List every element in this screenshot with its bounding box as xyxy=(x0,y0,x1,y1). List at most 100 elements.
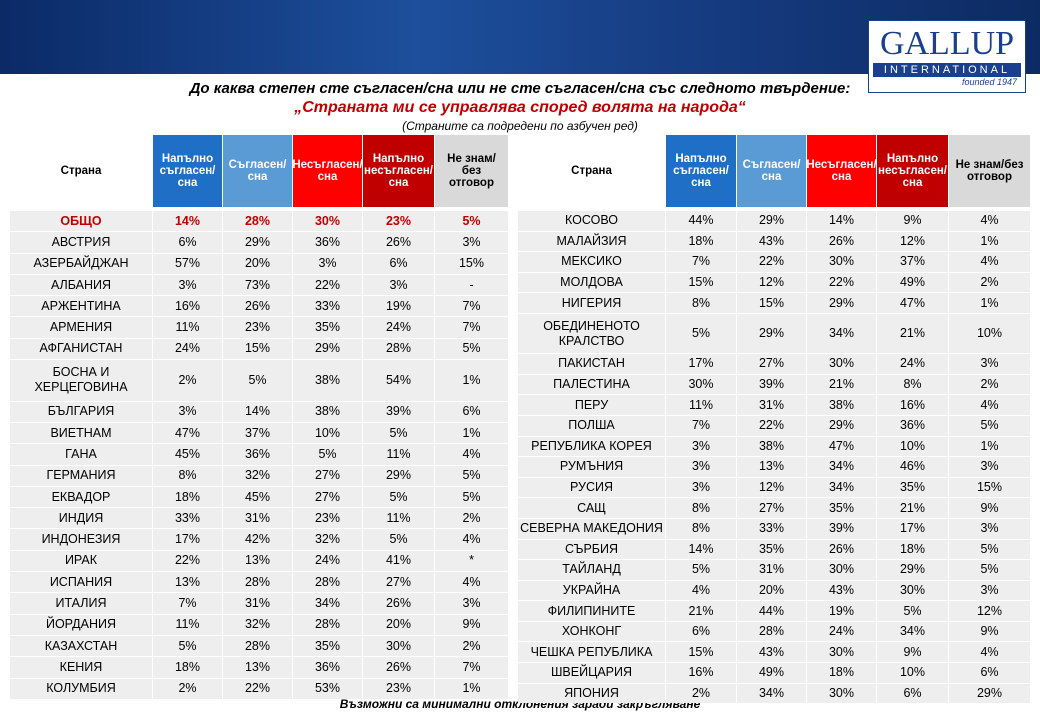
value-cell: 20% xyxy=(363,614,434,635)
value-cell: 35% xyxy=(293,317,362,338)
header-cell: Несъгласен/сна xyxy=(806,135,877,207)
value-cell: 19% xyxy=(363,296,434,317)
value-cell: 18% xyxy=(153,657,222,678)
value-cell: 32% xyxy=(223,465,292,486)
value-cell: 17% xyxy=(877,518,948,539)
value-cell: 5% xyxy=(153,635,222,657)
value-cell: 45% xyxy=(153,444,222,465)
value-cell: 5% xyxy=(293,444,362,465)
value-cell: 30% xyxy=(807,354,876,374)
table-row: АРЖЕНТИНА 16% 26% 33% 19% 7% xyxy=(10,296,509,317)
value-cell: 18% xyxy=(666,231,736,252)
value-cell: 26% xyxy=(807,539,876,560)
value-cell: 39% xyxy=(363,401,434,422)
value-cell: 30% xyxy=(807,560,876,580)
value-cell: 11% xyxy=(153,614,222,635)
value-cell: 5% xyxy=(949,415,1030,436)
table-row: АРМЕНИЯ 11% 23% 35% 24% 7% xyxy=(10,317,509,338)
country-cell: КЕНИЯ xyxy=(10,657,152,678)
country-cell: ВИЕТНАМ xyxy=(10,422,152,444)
value-cell: 1% xyxy=(435,678,508,699)
value-cell: 14% xyxy=(666,539,736,560)
value-cell: 22% xyxy=(293,274,362,296)
table-row: СЕВЕРНА МАКЕДОНИЯ 8% 33% 39% 17% 3% xyxy=(518,518,1031,539)
title: До каква степен сте съгласен/сна или не … xyxy=(189,80,851,97)
country-cell: БОСНА И ХЕРЦЕГОВИНА xyxy=(10,360,152,401)
header-cell: Не знам/без отговор xyxy=(949,135,1030,207)
value-cell: 34% xyxy=(807,457,876,477)
value-cell: 30% xyxy=(293,211,362,232)
value-cell: 5% xyxy=(363,486,434,508)
value-cell: 5% xyxy=(949,560,1030,580)
value-cell: 17% xyxy=(153,529,222,550)
note: (Страните са подредени по азбучен ред) xyxy=(402,119,638,133)
value-cell: 47% xyxy=(877,293,948,313)
value-cell: 4% xyxy=(666,580,736,601)
value-cell: 8% xyxy=(153,465,222,486)
value-cell: 34% xyxy=(877,621,948,642)
table-row: ЙОРДАНИЯ 11% 32% 28% 20% 9% xyxy=(10,614,509,635)
value-cell: 28% xyxy=(293,572,362,593)
value-cell: 8% xyxy=(666,498,736,518)
value-cell: 4% xyxy=(435,572,508,593)
value-cell: 5% xyxy=(363,422,434,444)
value-cell: 31% xyxy=(737,560,806,580)
table-row: САЩ 8% 27% 35% 21% 9% xyxy=(518,498,1031,518)
table-row: ВИЕТНАМ 47% 37% 10% 5% 1% xyxy=(10,422,509,444)
value-cell: 28% xyxy=(223,211,292,232)
header-cell: Напълно съгласен/сна xyxy=(666,135,736,207)
country-cell: АВСТРИЯ xyxy=(10,232,152,253)
value-cell: - xyxy=(435,274,508,296)
value-cell: 28% xyxy=(223,572,292,593)
value-cell: 8% xyxy=(666,518,736,539)
value-cell: 38% xyxy=(807,395,876,415)
value-cell: 43% xyxy=(737,642,806,663)
logo: GALLUP INTERNATIONAL founded 1947 xyxy=(868,20,1026,93)
value-cell: 9% xyxy=(877,642,948,663)
value-cell: 8% xyxy=(877,374,948,395)
value-cell: 43% xyxy=(807,580,876,601)
value-cell: 10% xyxy=(877,436,948,457)
value-cell: 18% xyxy=(807,663,876,683)
value-cell: 31% xyxy=(223,508,292,529)
value-cell: 6% xyxy=(666,621,736,642)
value-cell: 29% xyxy=(363,465,434,486)
value-cell: 45% xyxy=(223,486,292,508)
value-cell: 34% xyxy=(293,593,362,614)
value-cell: 26% xyxy=(223,296,292,317)
value-cell: 5% xyxy=(666,313,736,354)
country-cell: РУСИЯ xyxy=(518,477,665,498)
value-cell: 34% xyxy=(807,313,876,354)
table-row: МЕКСИКО 7% 22% 30% 37% 4% xyxy=(518,252,1031,272)
value-cell: 9% xyxy=(435,614,508,635)
value-cell: 47% xyxy=(807,436,876,457)
value-cell: 12% xyxy=(877,231,948,252)
value-cell: 32% xyxy=(223,614,292,635)
value-cell: 34% xyxy=(807,477,876,498)
value-cell: 39% xyxy=(737,374,806,395)
country-cell: ИСПАНИЯ xyxy=(10,572,152,593)
value-cell: 43% xyxy=(737,231,806,252)
value-cell: 5% xyxy=(435,465,508,486)
table-row: ОБЕДИНЕНОТО КРАЛСТВО 5% 29% 34% 21% 10% xyxy=(518,313,1031,354)
value-cell: 27% xyxy=(737,498,806,518)
table-row: РЕПУБЛИКА КОРЕЯ 3% 38% 47% 10% 1% xyxy=(518,436,1031,457)
value-cell: 6% xyxy=(435,401,508,422)
value-cell: 15% xyxy=(666,642,736,663)
value-cell: 2% xyxy=(949,374,1030,395)
country-cell: МОЛДОВА xyxy=(518,272,665,293)
value-cell: 1% xyxy=(435,360,508,401)
value-cell: 14% xyxy=(223,401,292,422)
value-cell: 16% xyxy=(153,296,222,317)
value-cell: 12% xyxy=(949,601,1030,621)
table-row: СЪРБИЯ 14% 35% 26% 18% 5% xyxy=(518,539,1031,560)
value-cell: 22% xyxy=(223,678,292,699)
value-cell: * xyxy=(435,550,508,572)
table-row: АФГАНИСТАН 24% 15% 29% 28% 5% xyxy=(10,338,509,360)
value-cell: 5% xyxy=(223,360,292,401)
country-cell: ТАЙЛАНД xyxy=(518,560,665,580)
table-row: БОСНА И ХЕРЦЕГОВИНА 2% 5% 38% 54% 1% xyxy=(10,360,509,401)
value-cell: 9% xyxy=(949,498,1030,518)
country-cell: ЕКВАДОР xyxy=(10,486,152,508)
country-cell: ФИЛИПИНИТЕ xyxy=(518,601,665,621)
